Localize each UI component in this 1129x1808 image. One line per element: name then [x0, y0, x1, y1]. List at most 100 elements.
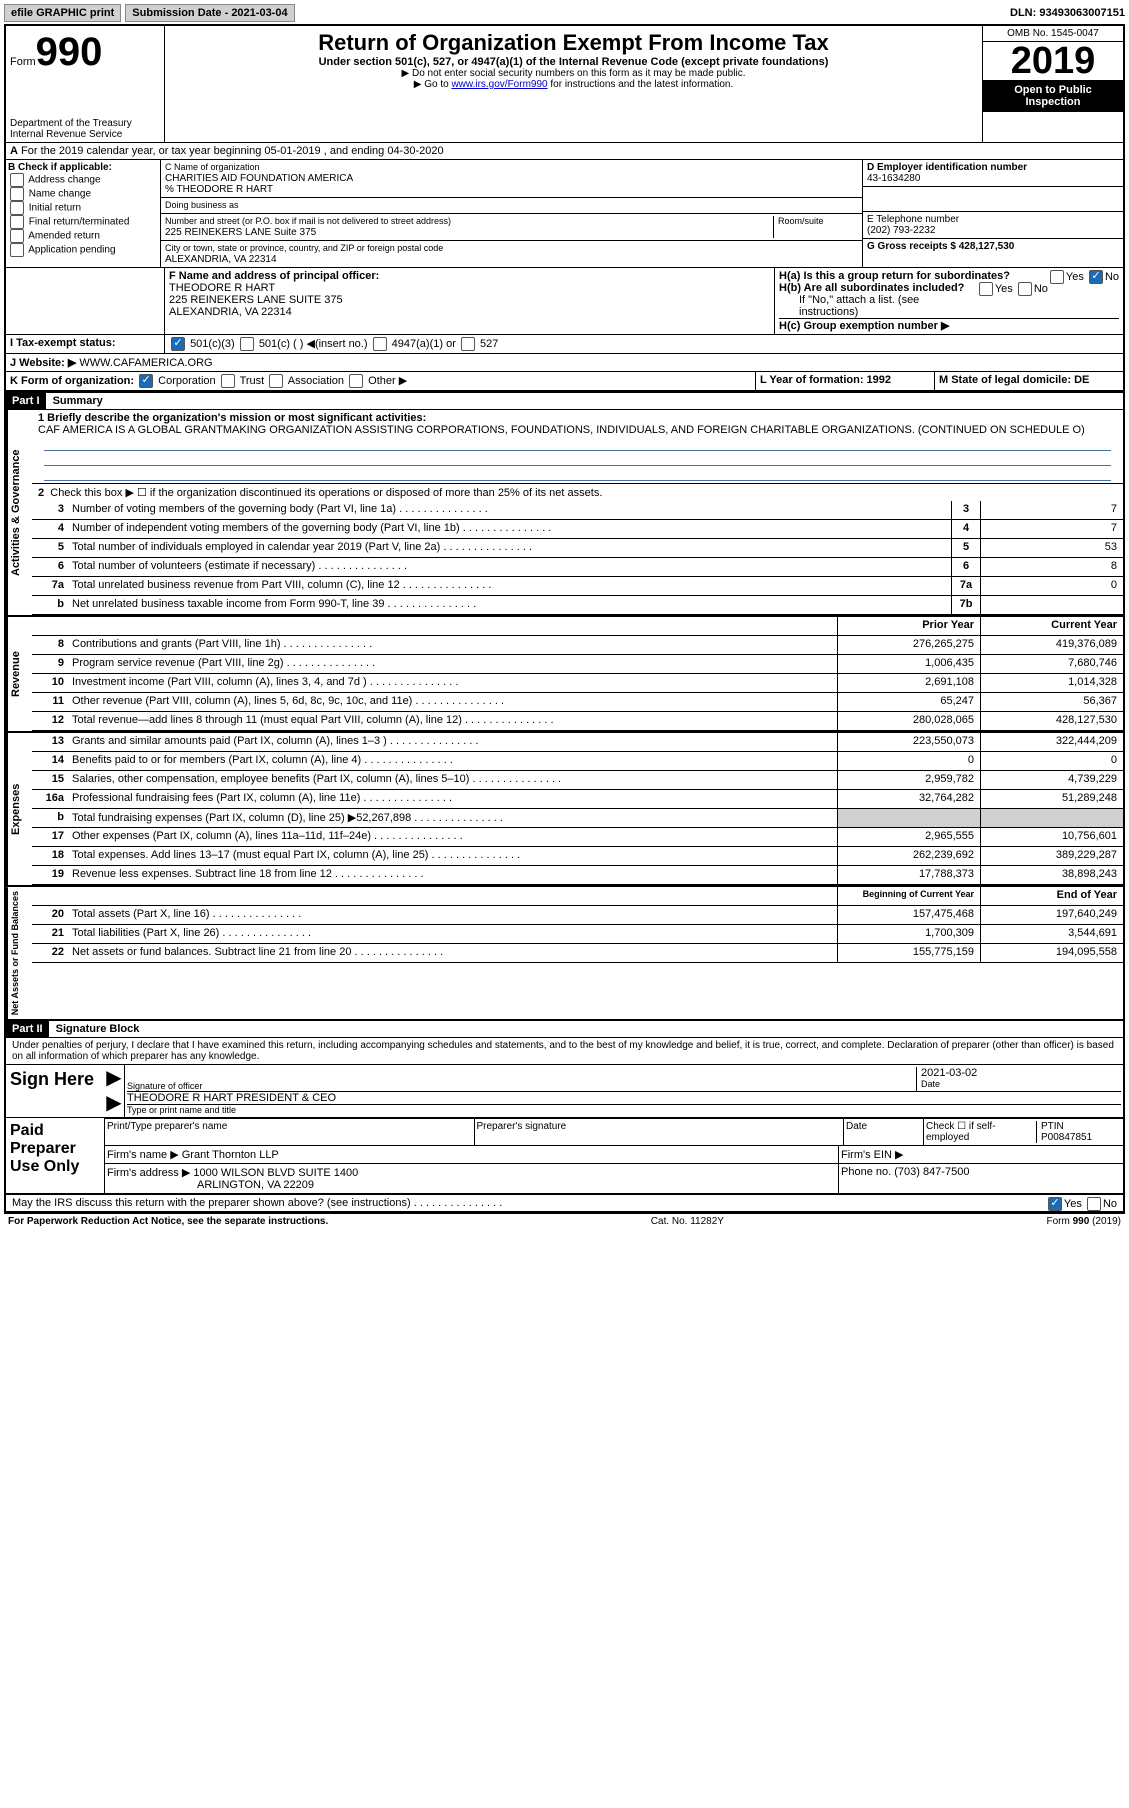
irs-link[interactable]: www.irs.gov/Form990	[451, 79, 547, 90]
paid-preparer-row: Paid Preparer Use Only Print/Type prepar…	[6, 1118, 1123, 1194]
cb-discuss-yes[interactable]: ✓	[1048, 1197, 1062, 1211]
cb-initial-return[interactable]: Initial return	[8, 201, 158, 215]
cb-association[interactable]	[269, 374, 283, 388]
activities-section: Activities & Governance 1 Briefly descri…	[6, 410, 1123, 615]
main-title: Return of Organization Exempt From Incom…	[169, 30, 978, 56]
cb-name-change[interactable]: Name change	[8, 187, 158, 201]
sig-date: 2021-03-02	[921, 1067, 1121, 1079]
open-public-badge: Open to Public Inspection	[983, 80, 1123, 112]
website-value: WWW.CAFAMERICA.ORG	[79, 357, 212, 369]
section-j: J Website: ▶ WWW.CAFAMERICA.ORG	[6, 354, 1123, 372]
cb-corporation[interactable]: ✓	[139, 374, 153, 388]
table-row: 14Benefits paid to or for members (Part …	[32, 752, 1123, 771]
cb-527[interactable]	[461, 337, 475, 351]
city-label: City or town, state or province, country…	[165, 243, 443, 253]
type-label: Type or print name and title	[127, 1104, 1121, 1115]
part1-title: Part I	[6, 393, 46, 409]
cat-no: Cat. No. 11282Y	[651, 1216, 724, 1227]
cb-amended[interactable]: Amended return	[8, 229, 158, 243]
section-b-header: B Check if applicable:	[8, 162, 112, 173]
h-note: If "No," attach a list. (see instruction…	[779, 294, 1119, 318]
cb-trust[interactable]	[221, 374, 235, 388]
firm-name-label: Firm's name ▶	[107, 1149, 179, 1161]
table-row: 4Number of independent voting members of…	[32, 520, 1123, 539]
vert-expenses: Expenses	[6, 733, 32, 885]
sign-here-row: Sign Here ▶▶ Signature of officer 2021-0…	[6, 1064, 1123, 1118]
date-label: Date	[921, 1079, 1121, 1089]
paperwork-notice: For Paperwork Reduction Act Notice, see …	[8, 1216, 328, 1227]
net-assets-section: Net Assets or Fund Balances Beginning of…	[6, 885, 1123, 1019]
department-text: Department of the Treasury Internal Reve…	[10, 118, 132, 140]
g-label: G Gross receipts $ 428,127,530	[867, 241, 1014, 252]
cb-discuss-no[interactable]	[1087, 1197, 1101, 1211]
d-label: D Employer identification number	[867, 162, 1027, 173]
right-info: D Employer identification number 43-1634…	[863, 160, 1123, 267]
m-label: M State of legal domicile: DE	[939, 374, 1089, 386]
table-row: 12Total revenue—add lines 8 through 11 (…	[32, 712, 1123, 731]
corp-label: Corporation	[158, 375, 215, 387]
city-value: ALEXANDRIA, VA 22314	[165, 254, 277, 265]
care-of: % THEODORE R HART	[165, 184, 273, 195]
section-klm: K Form of organization: ✓ Corporation Tr…	[6, 372, 1123, 391]
form-container: Form990 Department of the Treasury Inter…	[4, 24, 1125, 1213]
cb-4947[interactable]	[373, 337, 387, 351]
ptin-label: PTIN	[1041, 1121, 1064, 1132]
table-row: 6Total number of volunteers (estimate if…	[32, 558, 1123, 577]
submission-date-button[interactable]: Submission Date - 2021-03-04	[125, 4, 294, 22]
firm-ein-label: Firm's EIN ▶	[838, 1146, 1123, 1163]
table-row: 18Total expenses. Add lines 13–17 (must …	[32, 847, 1123, 866]
table-row: 15Salaries, other compensation, employee…	[32, 771, 1123, 790]
q1-text: CAF AMERICA IS A GLOBAL GRANTMAKING ORGA…	[38, 424, 1085, 436]
f-label: F Name and address of principal officer:	[169, 270, 379, 282]
form-number-cell: Form990 Department of the Treasury Inter…	[6, 26, 165, 142]
no-label: No	[1103, 1198, 1117, 1210]
other-label: Other ▶	[368, 375, 407, 387]
efile-button[interactable]: efile GRAPHIC print	[4, 4, 121, 22]
501c-label: 501(c) ( ) ◀(insert no.)	[259, 338, 368, 350]
org-name: CHARITIES AID FOUNDATION AMERICA	[165, 173, 353, 184]
top-bar: efile GRAPHIC print Submission Date - 20…	[4, 4, 1125, 22]
i-label: I Tax-exempt status:	[10, 337, 116, 349]
cb-final-return[interactable]: Final return/terminated	[8, 215, 158, 229]
end-year-header: End of Year	[980, 887, 1123, 905]
officer-addr1: 225 REINEKERS LANE SUITE 375	[169, 294, 343, 306]
part2-subtitle: Signature Block	[52, 1023, 140, 1035]
firm-phone: Phone no. (703) 847-7500	[838, 1164, 1123, 1193]
form-header: Form990 Department of the Treasury Inter…	[6, 26, 1123, 143]
instruction-line-1: ▶ Do not enter social security numbers o…	[169, 68, 978, 79]
section-bcdeg: B Check if applicable: Address change Na…	[6, 160, 1123, 268]
cb-501c[interactable]	[240, 337, 254, 351]
tax-year: 2019	[983, 42, 1123, 80]
table-row: 11Other revenue (Part VIII, column (A), …	[32, 693, 1123, 712]
vert-activities: Activities & Governance	[6, 410, 32, 615]
instruction-line-2: ▶ Go to www.irs.gov/Form990 for instruct…	[169, 79, 978, 90]
table-row: 10Investment income (Part VIII, column (…	[32, 674, 1123, 693]
yes-label: Yes	[1064, 1198, 1082, 1210]
cb-address-change[interactable]: Address change	[8, 173, 158, 187]
ha-label: H(a) Is this a group return for subordin…	[779, 270, 1010, 282]
assoc-label: Association	[288, 375, 344, 387]
ein-value: 43-1634280	[867, 173, 920, 184]
line-a: A For the 2019 calendar year, or tax yea…	[6, 143, 1123, 160]
table-row: 13Grants and similar amounts paid (Part …	[32, 733, 1123, 752]
irs-discuss-text: May the IRS discuss this return with the…	[12, 1197, 411, 1209]
table-row: 8Contributions and grants (Part VIII, li…	[32, 636, 1123, 655]
section-fh: F Name and address of principal officer:…	[6, 268, 1123, 335]
line-a-text: For the 2019 calendar year, or tax year …	[21, 145, 444, 157]
hb-label: H(b) Are all subordinates included?	[779, 282, 964, 294]
table-row: 16aProfessional fundraising fees (Part I…	[32, 790, 1123, 809]
table-row: 17Other expenses (Part IX, column (A), l…	[32, 828, 1123, 847]
vert-revenue: Revenue	[6, 617, 32, 731]
trust-label: Trust	[240, 375, 265, 387]
form-prefix: Form	[10, 56, 36, 68]
cb-application[interactable]: Application pending	[8, 243, 158, 257]
revenue-section: Revenue Prior Year Current Year 8Contrib…	[6, 615, 1123, 731]
cb-other[interactable]	[349, 374, 363, 388]
table-row: 19Revenue less expenses. Subtract line 1…	[32, 866, 1123, 885]
cb-501c3[interactable]: ✓	[171, 337, 185, 351]
room-label: Room/suite	[778, 216, 824, 226]
self-employed-label: Check ☐ if self-employed	[926, 1121, 1036, 1143]
title-cell: Return of Organization Exempt From Incom…	[165, 26, 982, 142]
k-label: K Form of organization:	[10, 375, 134, 387]
j-label: J Website: ▶	[10, 357, 76, 369]
